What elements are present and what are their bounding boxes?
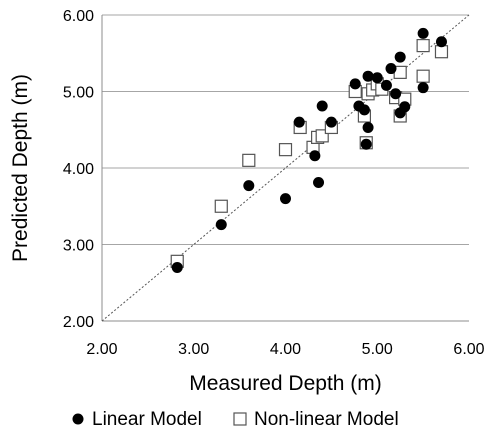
linear-point <box>316 100 328 112</box>
y-tick-label: 2.00 <box>63 314 94 331</box>
linear-point <box>417 27 429 39</box>
linear-point <box>390 88 402 100</box>
series-non-linear-model <box>170 38 449 268</box>
x-tick-label: 3.00 <box>178 341 209 358</box>
linear-point <box>417 82 429 94</box>
x-tick-label: 2.00 <box>86 341 117 358</box>
linear-point <box>362 70 374 82</box>
legend-label: Non-linear Model <box>254 409 399 430</box>
legend: Linear Model Non-linear Model <box>72 409 399 430</box>
series-linear-model <box>171 27 447 273</box>
linear-point <box>325 116 337 128</box>
x-axis-title: Measured Depth (m) <box>189 372 382 395</box>
nonlinear-point <box>434 45 449 59</box>
data-points <box>170 27 449 273</box>
grid-lines <box>102 14 469 245</box>
legend-label: Linear Model <box>92 409 202 430</box>
linear-point <box>293 116 305 128</box>
linear-point <box>313 177 325 189</box>
linear-point <box>380 79 392 91</box>
linear-point <box>349 78 361 90</box>
nonlinear-point <box>214 199 228 213</box>
linear-point <box>362 121 374 133</box>
linear-point <box>280 193 291 205</box>
linear-point <box>360 138 372 150</box>
legend-marker <box>72 413 84 425</box>
linear-point <box>399 101 411 113</box>
linear-point <box>358 104 370 116</box>
linear-point <box>243 180 255 192</box>
x-tick-labels: 2.00 3.00 4.00 5.00 6.00 <box>86 341 484 358</box>
linear-point <box>171 261 183 273</box>
nonlinear-point <box>416 69 430 83</box>
y-tick-label: 4.00 <box>63 161 94 178</box>
nonlinear-point <box>416 38 430 53</box>
nonlinear-point <box>242 153 256 167</box>
x-tick-label: 4.00 <box>270 341 301 358</box>
y-axis-title: Predicted Depth (m) <box>9 74 32 262</box>
legend-marker <box>233 412 247 426</box>
linear-point <box>215 219 227 231</box>
linear-point <box>371 72 383 84</box>
x-tick-label: 5.00 <box>362 341 393 358</box>
y-tick-labels: 2.00 3.00 4.00 5.00 6.00 <box>63 8 94 331</box>
y-tick-label: 6.00 <box>63 8 94 25</box>
linear-point <box>394 51 406 63</box>
plot-axes <box>101 15 469 322</box>
y-tick-label: 3.00 <box>63 238 94 255</box>
linear-point <box>385 63 397 75</box>
linear-point <box>309 150 321 162</box>
nonlinear-point <box>278 143 293 157</box>
linear-point <box>435 36 447 48</box>
x-tick-label: 6.00 <box>453 341 484 358</box>
y-tick-label: 5.00 <box>63 85 94 102</box>
